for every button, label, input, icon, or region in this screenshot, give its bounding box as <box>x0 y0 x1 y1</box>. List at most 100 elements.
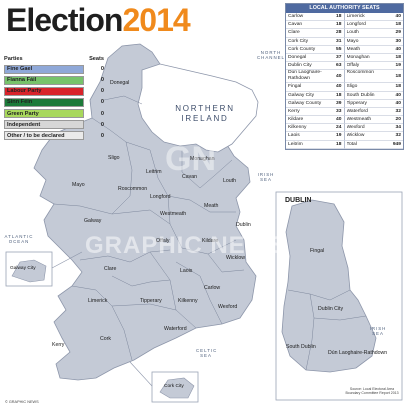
authority-name: Longford <box>346 22 366 28</box>
table-row: Fingal 40 Sligo 18 <box>286 83 403 92</box>
county-label-donegal: Donegal <box>110 80 130 86</box>
legend-item: Sinn Féin 0 <box>4 97 104 107</box>
table-cell: Galway County 39 <box>286 99 345 108</box>
table-row: Clare 28 Louth 29 <box>286 29 403 38</box>
table-row: Cork City 31 Mayo 30 <box>286 37 403 46</box>
table-cell: Fingal 40 <box>286 83 345 92</box>
authority-name: Louth <box>346 30 359 36</box>
seats-table-body: Carlow 18 Limerick 40 Cavan 18 Longford 18 Clare… <box>286 13 403 149</box>
authority-name: Roscommon <box>346 70 374 76</box>
table-cell: Mayo 30 <box>344 38 403 46</box>
county-label-kerry: Kerry <box>52 342 65 348</box>
table-cell: Kilkenny 24 <box>286 124 345 133</box>
seats-table-header: LOCAL AUTHORITY SEATS <box>286 4 403 13</box>
table-cell: Leitrim 18 <box>286 140 345 149</box>
authority-seats: 19 <box>336 133 342 139</box>
table-row: Kerry 33 Waterford 32 <box>286 107 403 117</box>
table-cell: Kildare 40 <box>286 116 345 125</box>
title-election: Election <box>6 2 123 38</box>
county-label-cavan: Cavan <box>182 174 197 180</box>
authority-seats: 18 <box>395 74 401 80</box>
table-cell: Sligo 18 <box>344 83 403 92</box>
table-cell: Galway City 18 <box>286 91 345 100</box>
authority-seats: 19 <box>395 63 401 69</box>
table-row: Donegal 37 Monaghan 18 <box>286 53 403 63</box>
legend-item: Other / to be declared 0 <box>4 131 104 141</box>
authority-seats: 33 <box>336 108 342 114</box>
authority-name: Mayo <box>346 38 359 44</box>
legend-seat-count: 0 <box>100 110 104 117</box>
party-legend: Parties Seats Fine Gael 0 Fianna Fáil 0 Labo… <box>4 56 104 142</box>
table-cell: Louth 29 <box>344 29 403 38</box>
county-label-dublin: Dublin <box>236 222 251 228</box>
northern-ireland-shape <box>137 63 259 153</box>
county-label-carlow: Carlow <box>204 285 221 291</box>
table-cell: Cork City 31 <box>286 37 345 46</box>
authority-name: Tipperary <box>346 100 367 106</box>
dublin-inset-boundaries <box>287 289 367 371</box>
table-cell: Donegal 37 <box>286 53 345 63</box>
legend-item: Fianna Fáil 0 <box>4 75 104 85</box>
table-cell: Wicklow 32 <box>344 132 403 141</box>
legend-seat-count: 0 <box>100 132 104 139</box>
legend-swatch: Fianna Fáil <box>4 75 84 85</box>
authority-name: Westmeath <box>346 117 372 123</box>
authority-seats: 18 <box>395 22 401 28</box>
table-cell: Kerry 33 <box>286 107 345 117</box>
county-label-roscommon: Roscommon <box>118 186 148 192</box>
legend-item: Labour Party 0 <box>4 86 104 96</box>
authority-name: Limerick <box>346 14 365 19</box>
legend-swatch: Independent <box>4 120 84 130</box>
county-label-westmeath: Westmeath <box>160 211 187 217</box>
atlantic-ocean-label: ATLANTIC OCEAN <box>4 234 34 244</box>
table-row: Galway County 39 Tipperary 40 <box>286 99 403 108</box>
county-label-tipperary: Tipperary <box>140 298 162 304</box>
table-cell: Monaghan 18 <box>344 54 403 63</box>
authority-name: Galway City <box>288 92 315 98</box>
copyright: © GRAPHIC NEWS <box>5 400 39 404</box>
legend-item: Fine Gael 0 <box>4 64 104 74</box>
county-label-meath: Meath <box>204 203 219 209</box>
authority-seats: 32 <box>395 108 401 114</box>
table-row: Dún Laoghaire-Rathdown 40 Roscommon 18 <box>286 70 403 84</box>
county-label-longford: Longford <box>150 194 171 200</box>
authority-seats: 31 <box>336 38 342 44</box>
watermark-text: GRAPHIC NEWS <box>85 232 287 259</box>
galway-city-shape <box>11 259 47 283</box>
county-label-laois: Laois <box>180 268 193 274</box>
authority-name: Donegal <box>288 54 307 60</box>
authority-name: Wexford <box>346 125 365 131</box>
table-cell: Total 949 <box>344 141 403 149</box>
authority-seats: 34 <box>395 125 401 131</box>
table-row: Leitrim 18 Total 949 <box>286 140 403 149</box>
authority-seats: 30 <box>395 38 401 44</box>
authority-seats: 40 <box>395 14 401 19</box>
authority-name: Cork City <box>288 38 309 44</box>
irish-sea-inset-label: IRISH SEA <box>369 326 387 336</box>
page-title: Election2014 <box>6 2 191 38</box>
table-cell: Dún Laoghaire-Rathdown 40 <box>286 70 345 84</box>
legend-header: Parties Seats <box>4 56 104 62</box>
authority-name: Cavan <box>288 22 303 28</box>
legend-item: Independent 0 <box>4 119 104 130</box>
authority-seats: 18 <box>336 92 342 98</box>
county-label-wexford: Wexford <box>218 304 238 310</box>
north-channel-label: NORTH CHANNEL <box>257 50 285 60</box>
authority-name: Offaly <box>346 63 360 69</box>
table-cell: Longford 18 <box>344 21 403 30</box>
table-cell: South Dublin 40 <box>344 92 403 100</box>
legend-swatch: Fine Gael <box>4 64 84 74</box>
table-row: Kilkenny 24 Wexford 34 <box>286 124 403 133</box>
watermark-logo: GN <box>165 140 216 178</box>
table-cell: Tipperary 40 <box>344 100 403 108</box>
authority-name: Leitrim <box>288 141 303 147</box>
dublin-inset-landmass <box>281 199 377 373</box>
authority-seats: 40 <box>336 74 342 80</box>
authority-seats: 18 <box>336 141 342 147</box>
legend-seat-count: 0 <box>100 99 104 106</box>
authority-seats: 28 <box>336 30 342 36</box>
legend-swatch: Other / to be declared <box>4 131 84 141</box>
authority-seats: 40 <box>336 84 342 90</box>
county-label-galway: Galway <box>84 218 102 224</box>
